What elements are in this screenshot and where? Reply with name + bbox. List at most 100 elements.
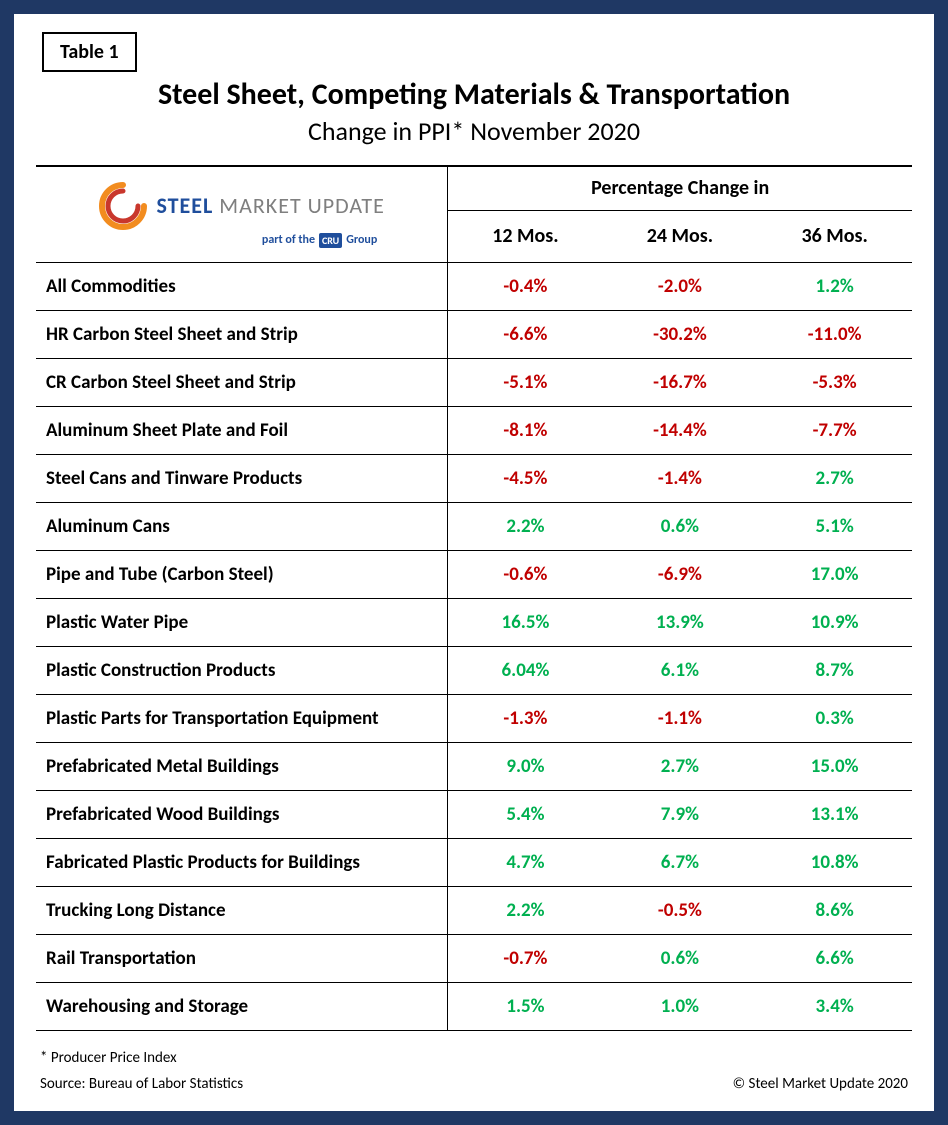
value-cell: 0.6% xyxy=(603,934,758,982)
value-cell: 5.1% xyxy=(757,502,912,550)
value-cell: 16.5% xyxy=(448,598,603,646)
value-cell: 6.6% xyxy=(757,934,912,982)
col-24mos: 24 Mos. xyxy=(603,210,758,262)
table-label: Table 1 xyxy=(36,32,912,72)
table-row: All Commodities-0.4%-2.0%1.2% xyxy=(36,262,912,310)
value-cell: 10.8% xyxy=(757,838,912,886)
table-row: Aluminum Sheet Plate and Foil-8.1%-14.4%… xyxy=(36,406,912,454)
value-cell: -6.9% xyxy=(603,550,758,598)
value-cell: 17.0% xyxy=(757,550,912,598)
report-subtitle: Change in PPI* November 2020 xyxy=(36,115,912,147)
value-cell: -30.2% xyxy=(603,310,758,358)
row-label: Prefabricated Metal Buildings xyxy=(36,742,448,790)
value-cell: 15.0% xyxy=(757,742,912,790)
value-cell: 2.2% xyxy=(448,502,603,550)
footnote: * Producer Price Index xyxy=(40,1049,177,1067)
value-cell: 8.6% xyxy=(757,886,912,934)
footer: * Producer Price Index Source: Bureau of… xyxy=(36,1045,912,1097)
row-label: Plastic Parts for Transportation Equipme… xyxy=(36,694,448,742)
value-cell: 2.7% xyxy=(603,742,758,790)
value-cell: 6.04% xyxy=(448,646,603,694)
value-cell: 3.4% xyxy=(757,982,912,1030)
table-row: Fabricated Plastic Products for Building… xyxy=(36,838,912,886)
row-label: Warehousing and Storage xyxy=(36,982,448,1030)
row-label: Aluminum Sheet Plate and Foil xyxy=(36,406,448,454)
value-cell: -0.7% xyxy=(448,934,603,982)
value-cell: -14.4% xyxy=(603,406,758,454)
value-cell: -5.1% xyxy=(448,358,603,406)
row-label: All Commodities xyxy=(36,262,448,310)
value-cell: -1.4% xyxy=(603,454,758,502)
row-label: Aluminum Cans xyxy=(36,502,448,550)
value-cell: 13.1% xyxy=(757,790,912,838)
row-label: Rail Transportation xyxy=(36,934,448,982)
row-label: Fabricated Plastic Products for Building… xyxy=(36,838,448,886)
col-12mos: 12 Mos. xyxy=(448,210,603,262)
value-cell: -2.0% xyxy=(603,262,758,310)
value-cell: 4.7% xyxy=(448,838,603,886)
table-row: Prefabricated Wood Buildings5.4%7.9%13.1… xyxy=(36,790,912,838)
table-row: Steel Cans and Tinware Products-4.5%-1.4… xyxy=(36,454,912,502)
value-cell: 10.9% xyxy=(757,598,912,646)
value-cell: -11.0% xyxy=(757,310,912,358)
value-cell: 0.3% xyxy=(757,694,912,742)
value-cell: -0.5% xyxy=(603,886,758,934)
table-row: Prefabricated Metal Buildings9.0%2.7%15.… xyxy=(36,742,912,790)
ppi-table: STEEL MARKET UPDATE part of the CRU Grou… xyxy=(36,165,912,1031)
table-body: All Commodities-0.4%-2.0%1.2%HR Carbon S… xyxy=(36,262,912,1030)
row-label: Steel Cans and Tinware Products xyxy=(36,454,448,502)
table-row: Rail Transportation-0.7%0.6%6.6% xyxy=(36,934,912,982)
source-line: Source: Bureau of Labor Statistics xyxy=(40,1075,243,1093)
table-row: Aluminum Cans2.2%0.6%5.1% xyxy=(36,502,912,550)
copyright: © Steel Market Update 2020 xyxy=(733,1075,908,1093)
table-row: Pipe and Tube (Carbon Steel)-0.6%-6.9%17… xyxy=(36,550,912,598)
header-group-label: Percentage Change in xyxy=(448,166,912,210)
value-cell: -1.3% xyxy=(448,694,603,742)
header-row-group: STEEL MARKET UPDATE part of the CRU Grou… xyxy=(36,166,912,210)
logo-cell: STEEL MARKET UPDATE part of the CRU Grou… xyxy=(36,166,448,262)
table-row: HR Carbon Steel Sheet and Strip-6.6%-30.… xyxy=(36,310,912,358)
value-cell: 9.0% xyxy=(448,742,603,790)
value-cell: -0.6% xyxy=(448,550,603,598)
value-cell: -0.4% xyxy=(448,262,603,310)
logo-subline: part of the CRU Group xyxy=(262,233,377,248)
value-cell: 13.9% xyxy=(603,598,758,646)
value-cell: -5.3% xyxy=(757,358,912,406)
brand-logo: STEEL MARKET UPDATE part of the CRU Grou… xyxy=(46,173,437,256)
value-cell: 1.5% xyxy=(448,982,603,1030)
value-cell: 6.1% xyxy=(603,646,758,694)
value-cell: 1.2% xyxy=(757,262,912,310)
value-cell: 8.7% xyxy=(757,646,912,694)
table-row: Warehousing and Storage1.5%1.0%3.4% xyxy=(36,982,912,1030)
value-cell: 2.7% xyxy=(757,454,912,502)
value-cell: -6.6% xyxy=(448,310,603,358)
logo-text: STEEL MARKET UPDATE xyxy=(156,192,384,219)
swoosh-icon xyxy=(98,181,148,231)
row-label: Plastic Construction Products xyxy=(36,646,448,694)
report-frame: Table 1 Steel Sheet, Competing Materials… xyxy=(0,0,948,1125)
table-label-text: Table 1 xyxy=(42,32,137,72)
table-row: Trucking Long Distance2.2%-0.5%8.6% xyxy=(36,886,912,934)
value-cell: 0.6% xyxy=(603,502,758,550)
value-cell: 2.2% xyxy=(448,886,603,934)
table-row: Plastic Water Pipe16.5%13.9%10.9% xyxy=(36,598,912,646)
row-label: Pipe and Tube (Carbon Steel) xyxy=(36,550,448,598)
row-label: HR Carbon Steel Sheet and Strip xyxy=(36,310,448,358)
value-cell: 1.0% xyxy=(603,982,758,1030)
value-cell: -4.5% xyxy=(448,454,603,502)
value-cell: 7.9% xyxy=(603,790,758,838)
row-label: Prefabricated Wood Buildings xyxy=(36,790,448,838)
row-label: Trucking Long Distance xyxy=(36,886,448,934)
value-cell: -16.7% xyxy=(603,358,758,406)
value-cell: 5.4% xyxy=(448,790,603,838)
col-36mos: 36 Mos. xyxy=(757,210,912,262)
table-row: Plastic Construction Products6.04%6.1%8.… xyxy=(36,646,912,694)
value-cell: -7.7% xyxy=(757,406,912,454)
report-title: Steel Sheet, Competing Materials & Trans… xyxy=(36,76,912,113)
row-label: Plastic Water Pipe xyxy=(36,598,448,646)
table-row: Plastic Parts for Transportation Equipme… xyxy=(36,694,912,742)
value-cell: 6.7% xyxy=(603,838,758,886)
value-cell: -1.1% xyxy=(603,694,758,742)
value-cell: -8.1% xyxy=(448,406,603,454)
table-row: CR Carbon Steel Sheet and Strip-5.1%-16.… xyxy=(36,358,912,406)
